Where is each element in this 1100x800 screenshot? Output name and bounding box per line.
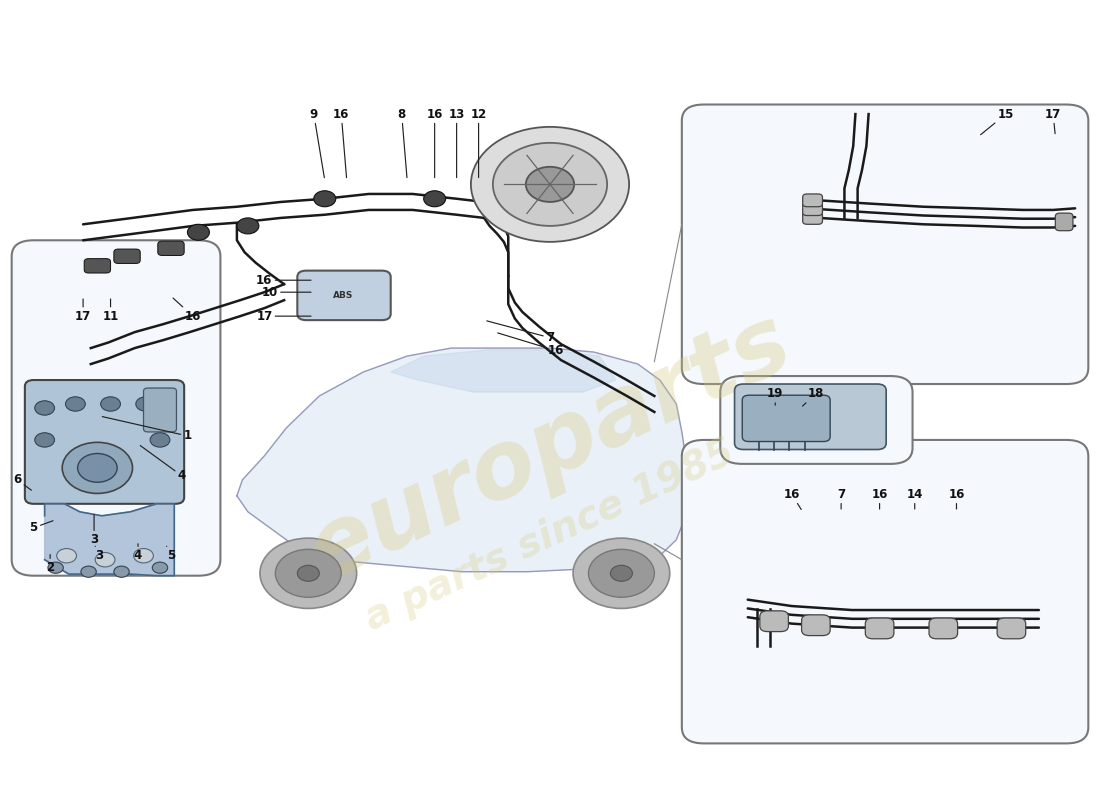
Text: 16: 16 <box>256 274 311 286</box>
FancyBboxPatch shape <box>720 376 913 464</box>
Circle shape <box>114 566 129 578</box>
Circle shape <box>297 566 319 582</box>
Text: europarts: europarts <box>294 296 806 600</box>
Text: 18: 18 <box>803 387 824 406</box>
Circle shape <box>48 562 64 574</box>
Polygon shape <box>390 350 616 392</box>
Text: 5: 5 <box>166 546 175 562</box>
FancyBboxPatch shape <box>682 440 1088 743</box>
Circle shape <box>236 218 258 234</box>
Circle shape <box>526 167 574 202</box>
Text: 5: 5 <box>30 521 53 534</box>
Circle shape <box>66 397 86 411</box>
Circle shape <box>610 566 632 582</box>
Polygon shape <box>45 504 174 576</box>
Text: 1: 1 <box>102 417 191 442</box>
FancyBboxPatch shape <box>802 615 830 635</box>
Text: 4: 4 <box>134 544 142 562</box>
Text: 16: 16 <box>333 107 350 178</box>
Text: 15: 15 <box>980 107 1014 134</box>
Text: 16: 16 <box>783 488 801 510</box>
Circle shape <box>35 433 55 447</box>
Polygon shape <box>236 348 688 572</box>
Circle shape <box>133 549 153 563</box>
Text: 16: 16 <box>173 298 201 322</box>
Circle shape <box>314 190 336 206</box>
Text: 3: 3 <box>96 546 103 562</box>
Circle shape <box>588 550 654 598</box>
Circle shape <box>96 553 114 567</box>
Text: 17: 17 <box>1045 107 1062 134</box>
Text: 7: 7 <box>487 321 554 344</box>
Circle shape <box>573 538 670 609</box>
FancyBboxPatch shape <box>803 211 823 224</box>
Circle shape <box>35 401 55 415</box>
FancyBboxPatch shape <box>143 388 176 432</box>
FancyBboxPatch shape <box>930 618 958 638</box>
Text: 9: 9 <box>310 107 324 178</box>
Text: 7: 7 <box>837 488 845 509</box>
Text: 2: 2 <box>46 554 54 574</box>
FancyBboxPatch shape <box>803 194 823 206</box>
FancyBboxPatch shape <box>157 241 184 255</box>
Text: a parts since 1985: a parts since 1985 <box>360 434 740 638</box>
FancyBboxPatch shape <box>760 611 789 631</box>
Circle shape <box>260 538 356 609</box>
Circle shape <box>152 562 167 574</box>
FancyBboxPatch shape <box>735 384 887 450</box>
Circle shape <box>135 397 155 411</box>
Text: 16: 16 <box>871 488 888 509</box>
Text: 4: 4 <box>141 446 186 482</box>
Circle shape <box>57 549 77 563</box>
Text: 12: 12 <box>471 107 486 178</box>
Text: 16: 16 <box>948 488 965 509</box>
Circle shape <box>101 397 120 411</box>
FancyBboxPatch shape <box>25 380 184 504</box>
FancyBboxPatch shape <box>12 240 220 576</box>
Text: 16: 16 <box>497 333 563 357</box>
Text: 17: 17 <box>256 310 311 322</box>
FancyBboxPatch shape <box>866 618 894 638</box>
FancyBboxPatch shape <box>682 105 1088 384</box>
FancyBboxPatch shape <box>997 618 1025 638</box>
Circle shape <box>187 224 209 240</box>
Text: 19: 19 <box>767 387 783 406</box>
FancyBboxPatch shape <box>85 258 111 273</box>
Circle shape <box>78 454 117 482</box>
Text: 8: 8 <box>397 107 407 178</box>
Text: ABS: ABS <box>333 291 353 300</box>
Text: 10: 10 <box>262 286 311 298</box>
Text: 3: 3 <box>90 514 98 546</box>
Circle shape <box>150 433 169 447</box>
Text: 16: 16 <box>427 107 443 178</box>
Circle shape <box>471 127 629 242</box>
Circle shape <box>275 550 341 598</box>
FancyBboxPatch shape <box>297 270 390 320</box>
FancyBboxPatch shape <box>803 202 823 215</box>
Text: 17: 17 <box>75 299 91 322</box>
Text: 11: 11 <box>102 299 119 322</box>
Circle shape <box>424 190 446 206</box>
Circle shape <box>493 143 607 226</box>
Text: 6: 6 <box>13 474 32 490</box>
Circle shape <box>81 566 97 578</box>
FancyBboxPatch shape <box>1055 213 1072 230</box>
FancyBboxPatch shape <box>742 395 830 442</box>
Text: 13: 13 <box>449 107 464 178</box>
Text: 14: 14 <box>906 488 923 509</box>
Circle shape <box>63 442 132 494</box>
FancyBboxPatch shape <box>114 249 140 263</box>
